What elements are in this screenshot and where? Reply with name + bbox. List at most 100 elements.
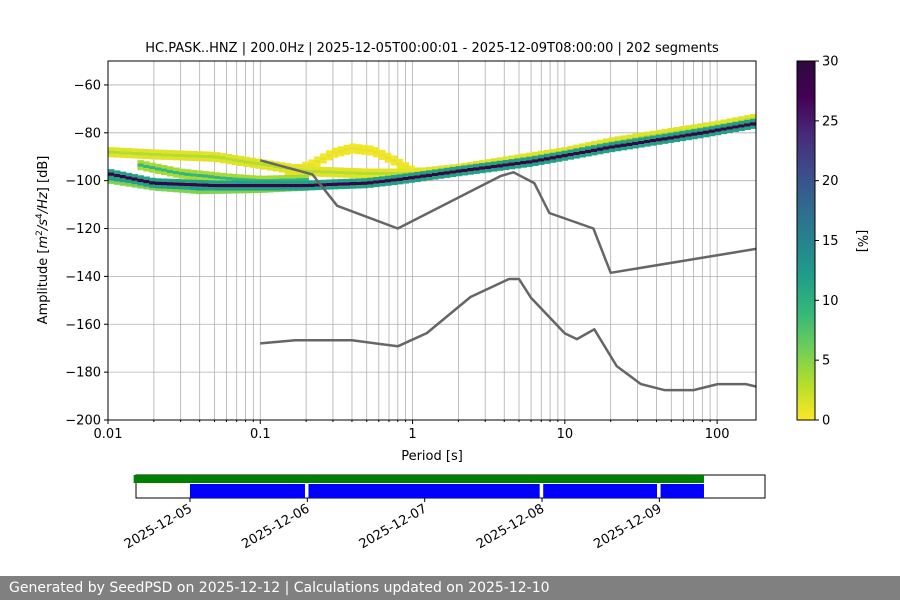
psd-density-cell — [390, 155, 398, 159]
grid-lines — [108, 61, 756, 421]
x-tick-label: 0.01 — [94, 427, 123, 442]
psd-density-cell — [644, 143, 651, 147]
psd-density-cell — [255, 183, 262, 188]
psd-density-cell — [479, 163, 486, 167]
colorbar-gradient — [796, 60, 816, 421]
colorbar-label: [%] — [854, 230, 869, 253]
psd-density-cell — [367, 184, 374, 188]
psd-density-cell — [638, 140, 645, 145]
psd-density-cell — [750, 125, 756, 129]
colorbar: 0 5 10 15 20 25 30 [%] — [796, 55, 869, 429]
psd-density-cell — [314, 173, 321, 177]
psd-density-cell — [508, 159, 516, 163]
psd-density-cell — [214, 155, 221, 159]
noise-model-nhnm — [259, 159, 756, 275]
psd-density-cell — [325, 153, 333, 158]
psd-density-cell — [278, 180, 286, 184]
psd-density-cell — [113, 181, 121, 185]
psd-density-cell — [585, 153, 592, 157]
psd-density-cell — [396, 168, 404, 172]
psd-density-cell — [137, 148, 144, 153]
psd-density-cell — [714, 128, 722, 132]
psd-density-cell — [143, 186, 150, 190]
psd-density-cell — [208, 183, 215, 188]
psd-density-cell — [738, 124, 745, 128]
psd-density-cell — [149, 181, 156, 185]
psd-density-cell — [290, 187, 298, 191]
psd-density-cell — [337, 167, 345, 171]
psd-density-cell — [196, 173, 203, 178]
psd-density-cell — [208, 175, 215, 179]
psd-density-cell — [237, 180, 245, 184]
psd-density-cell — [538, 158, 545, 162]
psd-density-cell — [243, 189, 250, 194]
psd-density-cell — [278, 178, 286, 182]
psd-density-cell — [490, 158, 498, 162]
psd-density-cell — [726, 123, 734, 127]
psd-density-cell — [632, 141, 639, 146]
y-tick-label: −120 — [65, 222, 101, 237]
psd-density-cell — [402, 180, 410, 184]
psd-density-cell — [549, 159, 557, 163]
psd-density-cell — [113, 154, 121, 158]
psd-density-cell — [178, 168, 186, 173]
psd-density-cell — [190, 176, 197, 180]
psd-density-cell — [231, 161, 239, 166]
psd-density-cell — [702, 122, 710, 126]
psd-density-cell — [402, 173, 410, 177]
psd-density-cell — [314, 159, 321, 164]
psd-density-cell — [667, 127, 675, 132]
psd-density-cell — [414, 175, 421, 179]
psd-density-cell — [532, 162, 539, 166]
psd-density-cell — [249, 161, 256, 165]
psd-density-cell — [473, 163, 480, 168]
psd-density-cell — [608, 142, 616, 146]
psd-density-cell — [420, 177, 427, 182]
psd-density-cell — [561, 147, 569, 151]
psd-density-cell — [278, 162, 286, 166]
psd-density-cell — [373, 150, 380, 154]
psd-density-cell — [184, 179, 192, 183]
psd-density-cell — [278, 183, 286, 188]
psd-density-cell — [449, 173, 457, 178]
psd-density-cell — [155, 187, 162, 191]
psd-density-cell — [296, 174, 303, 179]
psd-density-cell — [166, 169, 174, 174]
psd-density-cell — [172, 150, 180, 154]
psd-density-cell — [573, 155, 580, 159]
psd-density-cell — [325, 182, 333, 187]
psd-density-cell — [149, 162, 156, 166]
psd-density-cell — [166, 156, 174, 161]
psd-density-cell — [744, 119, 751, 124]
y-tick-label: −200 — [65, 414, 101, 429]
psd-density-cell — [108, 150, 115, 154]
psd-density-cell — [184, 175, 192, 180]
psd-density-cell — [272, 180, 280, 184]
psd-density-cell — [261, 187, 268, 191]
psd-density-cell — [231, 177, 239, 181]
psd-density-cell — [543, 149, 551, 154]
x-tick-label: 1 — [408, 427, 416, 442]
date-tick-label: 2025-12-05 — [122, 501, 195, 552]
psd-density-cell — [202, 171, 209, 175]
psd-density-cell — [190, 169, 197, 174]
psd-density-cell — [331, 147, 339, 152]
psd-density-cell — [119, 151, 127, 155]
psd-density-cell — [119, 174, 127, 179]
psd-density-cell — [155, 152, 162, 157]
psd-density-cell — [396, 177, 404, 182]
plot-frame — [107, 60, 757, 421]
psd-density-cell — [485, 168, 492, 173]
psd-density-cell — [267, 167, 274, 171]
psd-density-cell — [331, 185, 339, 190]
psd-density-cell — [496, 164, 504, 168]
psd-density-cell — [361, 184, 368, 189]
psd-density-cell — [267, 183, 274, 188]
psd-density-cell — [579, 143, 586, 147]
psd-density-cell — [549, 152, 557, 157]
psd-density-cell — [343, 171, 351, 175]
psd-density-cell — [514, 161, 521, 166]
psd-density-cell — [331, 167, 339, 171]
psd-density-cell — [325, 150, 333, 154]
psd-density-cell — [408, 176, 415, 180]
